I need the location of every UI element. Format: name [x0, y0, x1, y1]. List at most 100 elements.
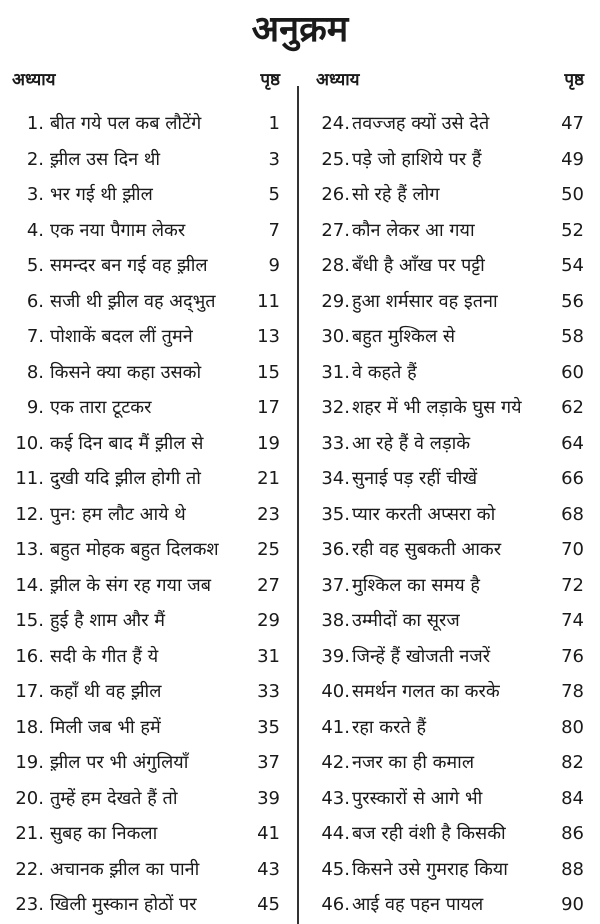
entry-page: 86: [561, 823, 584, 844]
page-header: पृष्ठ: [564, 70, 584, 90]
entry-number: 32.: [321, 397, 350, 418]
toc-entry: 23. खिली मुस्कान होठों पर 45: [0, 887, 290, 923]
entry-number: 21.: [15, 823, 44, 844]
entry-title: झ़ील पर भी अंगुलियाँ: [50, 752, 189, 773]
entry-number: 43.: [321, 787, 350, 809]
chapter-header: अध्याय: [316, 70, 360, 90]
entry-page: 50: [561, 184, 584, 205]
entry-page: 11: [257, 290, 280, 312]
entry-number: 38.: [321, 610, 350, 631]
entry-number: 18.: [15, 716, 44, 738]
entry-page: 49: [561, 148, 584, 170]
entry-page: 15: [257, 361, 280, 383]
entry-page: 13: [257, 326, 280, 347]
entry-title: मुश्किल का समय है: [352, 574, 480, 596]
entry-page: 66: [561, 468, 584, 489]
toc-entry: 25. पड़े जो हाशिये पर हैं 49: [306, 142, 592, 178]
entry-number: 39.: [321, 645, 350, 667]
toc-entry: 22. अचानक झ़ील का पानी 43: [0, 852, 290, 888]
entry-title: पड़े जो हाशिये पर हैं: [352, 148, 482, 170]
entry-title: जिन्हें हैं खोजती नजरें: [352, 645, 491, 667]
entry-number: 34.: [321, 468, 350, 489]
entry-number: 31.: [321, 361, 350, 383]
toc-entry: 1. बीत गये पल कब लौटेंगे 1: [0, 106, 290, 142]
entry-page: 33: [257, 681, 280, 702]
toc-entry: 10. कई दिन बाद मैं झ़ील से 19: [0, 426, 290, 462]
entry-number: 9.: [26, 397, 44, 418]
entry-page: 80: [561, 716, 584, 738]
entry-title: समर्थन गलत का करके: [352, 681, 500, 702]
toc-entry: 7. पोशाकें बदल लीं तुमने 13: [0, 319, 290, 355]
entry-number: 13.: [15, 539, 44, 560]
entry-number: 5.: [26, 255, 44, 276]
entry-title: मिली जब भी हमें: [50, 716, 161, 738]
page-title: अनुक्रम: [251, 9, 349, 50]
entry-title: हुआ शर्मसार वह इतना: [352, 290, 498, 312]
toc-entry: 16. सदी के गीत हैं ये 31: [0, 639, 290, 675]
entry-page: 70: [561, 539, 584, 560]
entry-page: 78: [561, 681, 584, 702]
entry-number: 26.: [321, 184, 350, 205]
toc-entry: 3. भर गई थी झ़ील 5: [0, 177, 290, 213]
entry-number: 36.: [321, 539, 350, 560]
entry-number: 17.: [15, 681, 44, 702]
toc-entry: 27. कौन लेकर आ गया 52: [306, 213, 592, 249]
toc-list-right: 24. तवज्जह क्यों उसे देते 47 25. पड़े जो हाश…: [306, 106, 592, 923]
entry-page: 72: [561, 574, 584, 596]
entry-title: समन्दर बन गई वह झ़ील: [50, 255, 208, 276]
entry-number: 22.: [15, 858, 44, 880]
toc-entry: 46. आई वह पहन पायल 90: [306, 887, 592, 923]
entry-page: 68: [561, 503, 584, 525]
entry-title: हुई है शाम और मैं: [50, 610, 166, 631]
toc-entry: 8. किसने क्या कहा उसको 15: [0, 355, 290, 391]
entry-number: 2.: [26, 148, 44, 170]
toc-entry: 17. कहाँ थी वह झ़ील 33: [0, 674, 290, 710]
entry-number: 23.: [15, 894, 44, 915]
entry-number: 45.: [321, 858, 350, 880]
entry-title: वे कहते हैं: [352, 361, 417, 383]
entry-page: 21: [257, 468, 280, 489]
toc-entry: 13. बहुत मोहक बहुत दिलकश 25: [0, 532, 290, 568]
entry-page: 82: [561, 752, 584, 773]
entry-title: एक नया पैगाम लेकर: [50, 219, 186, 241]
entry-page: 74: [561, 610, 584, 631]
entry-page: 3: [268, 148, 280, 170]
entry-page: 25: [257, 539, 280, 560]
entry-page: 84: [561, 787, 584, 809]
entry-number: 11.: [15, 468, 44, 489]
entry-title: पुरस्कारों से आगे भी: [352, 787, 483, 809]
entry-number: 10.: [15, 432, 44, 454]
entry-page: 64: [561, 432, 584, 454]
toc-entry: 42. नजर का ही कमाल 82: [306, 745, 592, 781]
entry-number: 27.: [321, 219, 350, 241]
toc-entry: 30. बहुत मुश्किल से 58: [306, 319, 592, 355]
entry-number: 1.: [26, 113, 44, 134]
toc-entry: 38. उम्मीदों का सूरज 74: [306, 603, 592, 639]
entry-title: तुम्हें हम देखते हैं तो: [50, 787, 178, 809]
entry-number: 19.: [15, 752, 44, 773]
toc-entry: 37. मुश्किल का समय है 72: [306, 568, 592, 604]
toc-entry: 21. सुबह का निकला 41: [0, 816, 290, 852]
toc-entry: 5. समन्दर बन गई वह झ़ील 9: [0, 248, 290, 284]
entry-number: 20.: [15, 787, 44, 809]
entry-title: अचानक झ़ील का पानी: [50, 858, 200, 880]
entry-page: 90: [561, 894, 584, 915]
entry-title: दुखी यदि झ़ील होगी तो: [50, 468, 201, 489]
toc-entry: 12. पुन: हम लौट आये थे 23: [0, 497, 290, 533]
entry-number: 33.: [321, 432, 350, 454]
entry-page: 76: [561, 645, 584, 667]
toc-entry: 45. किसने उसे गुमराह किया 88: [306, 852, 592, 888]
toc-entry: 20. तुम्हें हम देखते हैं तो 39: [0, 781, 290, 817]
entry-title: आ रहे हैं वे लड़ाके: [352, 432, 471, 454]
toc-entry: 19. झ़ील पर भी अंगुलियाँ 37: [0, 745, 290, 781]
column-divider: [297, 86, 299, 924]
entry-page: 39: [257, 787, 280, 809]
entry-page: 7: [268, 219, 280, 241]
entry-title: शहर में भी लड़ाके घुस गये: [352, 397, 522, 418]
entry-title: प्यार करती अप्सरा को: [352, 503, 496, 525]
entry-page: 37: [257, 752, 280, 773]
entry-title: झ़ील उस दिन थी: [50, 148, 161, 170]
entry-title: कई दिन बाद मैं झ़ील से: [50, 432, 204, 454]
toc-list-left: 1. बीत गये पल कब लौटेंगे 1 2. झ़ील उस दिन थी…: [0, 106, 290, 923]
entry-number: 6.: [26, 290, 44, 312]
